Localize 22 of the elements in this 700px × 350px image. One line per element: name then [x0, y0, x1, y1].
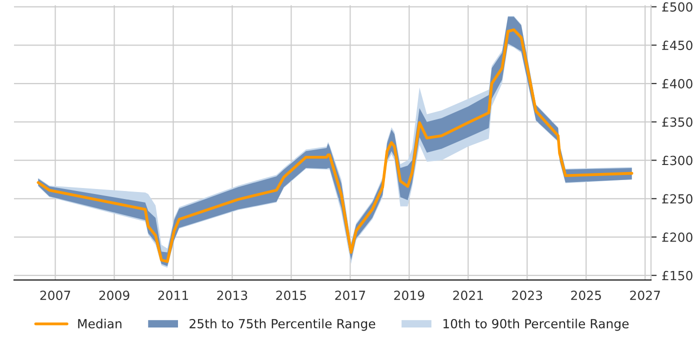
y-tick-label: £350 [662, 117, 692, 127]
y-tick-label: £400 [662, 79, 692, 88]
y-tick-label: £500 [662, 2, 692, 12]
x-tick-label: 2013 [217, 290, 248, 300]
x-tick-label: 2021 [453, 290, 483, 300]
y-tick-label: £150 [662, 270, 692, 280]
x-tick-label: 2025 [571, 290, 601, 300]
y-tick-label: £300 [662, 156, 692, 166]
x-tick-label: 2009 [99, 290, 130, 300]
x-tick-label: 2007 [40, 290, 70, 300]
x-tick-label: 2019 [394, 290, 424, 300]
x-tick-label: 2011 [158, 290, 188, 300]
legend-label: 25th to 75th Percentile Range [190, 318, 376, 331]
x-tick-label: 2017 [335, 290, 366, 300]
x-tick-label: 2023 [512, 290, 542, 300]
y-tick-label: £450 [662, 40, 692, 50]
legend-label: 10th to 90th Percentile Range [443, 318, 629, 331]
legend-label: Median [78, 318, 122, 328]
y-tick-label: £200 [662, 232, 692, 242]
x-tick-label: 2015 [276, 290, 306, 300]
y-tick-label: £250 [662, 194, 692, 204]
x-tick-label: 2027 [630, 290, 660, 300]
